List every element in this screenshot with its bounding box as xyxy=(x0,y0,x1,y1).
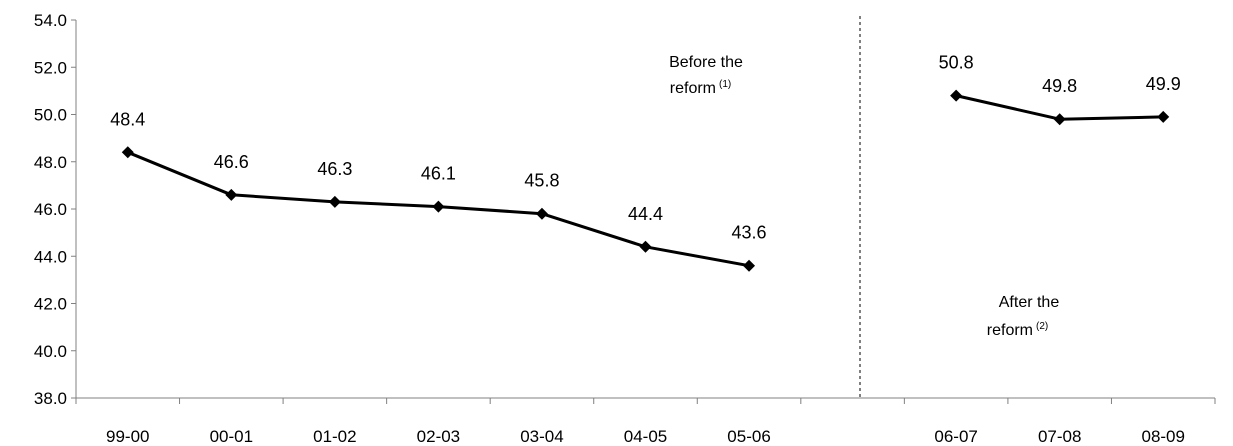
x-tick-label: 06-07 xyxy=(934,427,977,446)
data-point-marker xyxy=(328,195,341,208)
data-point-marker xyxy=(432,200,445,213)
annotation-before-note: (1) xyxy=(719,79,731,90)
data-label: 43.6 xyxy=(732,223,767,243)
data-label: 48.4 xyxy=(110,109,145,129)
data-point-marker xyxy=(639,240,652,253)
y-ticks: 38.0 40.0 42.0 44.0 46.0 48.0 50.0 52.0 54.0 xyxy=(34,11,76,408)
y-tick-label: 54.0 xyxy=(34,11,67,30)
data-label: 46.3 xyxy=(317,159,352,179)
x-tick-label: 03-04 xyxy=(520,427,563,446)
annotation-after-line2: reform xyxy=(987,322,1033,339)
y-tick-label: 48.0 xyxy=(34,153,67,172)
data-point-marker xyxy=(1157,110,1170,123)
data-point-marker xyxy=(743,259,756,272)
x-tick-label: 07-08 xyxy=(1038,427,1081,446)
annotation-before-line2: reform xyxy=(670,80,716,97)
x-tick-label: 00-01 xyxy=(210,427,253,446)
y-tick-label: 40.0 xyxy=(34,342,67,361)
data-point-marker xyxy=(225,188,238,201)
x-tick-label: 02-03 xyxy=(417,427,460,446)
data-label: 49.9 xyxy=(1146,74,1181,94)
x-tick-label: 05-06 xyxy=(727,427,770,446)
data-labels: 48.4 46.6 46.3 46.1 45.8 44.4 43.6 50.8 49.8 49.9 xyxy=(110,53,1181,243)
data-label: 49.8 xyxy=(1042,76,1077,96)
y-tick-label: 52.0 xyxy=(34,58,67,77)
series-group xyxy=(121,89,1170,272)
data-point-marker xyxy=(950,89,963,102)
x-tick-label: 04-05 xyxy=(624,427,667,446)
data-point-marker xyxy=(1053,113,1066,126)
y-tick-label: 42.0 xyxy=(34,295,67,314)
data-label: 50.8 xyxy=(939,53,974,73)
data-label: 46.1 xyxy=(421,164,456,184)
x-tick-label: 99-00 xyxy=(106,427,149,446)
x-tick-label: 08-09 xyxy=(1141,427,1184,446)
y-tick-label: 44.0 xyxy=(34,247,67,266)
annotation-before-line1: Before the xyxy=(669,54,743,71)
data-label: 46.6 xyxy=(214,152,249,172)
data-label: 44.4 xyxy=(628,204,663,224)
x-ticks: 99-00 00-01 01-02 02-03 03-04 04-05 05-06 06-07… xyxy=(75,398,1216,446)
annotation-after-note: (2) xyxy=(1036,321,1048,332)
data-point-marker xyxy=(535,207,548,220)
data-label: 45.8 xyxy=(524,171,559,191)
y-tick-label: 50.0 xyxy=(34,106,67,125)
y-tick-label: 38.0 xyxy=(34,389,67,408)
y-tick-label: 46.0 xyxy=(34,200,67,219)
data-point-marker xyxy=(121,146,134,159)
annotation-after-line1: After the xyxy=(999,294,1060,311)
x-tick-label: 01-02 xyxy=(313,427,356,446)
